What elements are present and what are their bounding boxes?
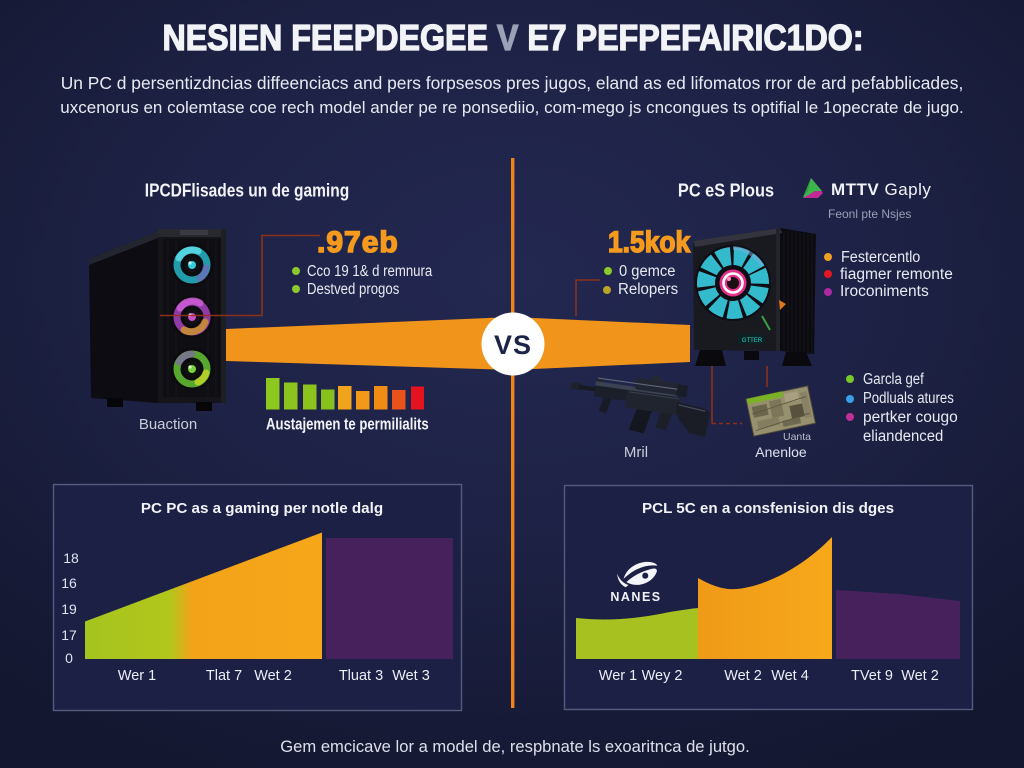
svg-text:GTTER: GTTER — [742, 338, 763, 344]
svg-text:VS: VS — [494, 330, 532, 360]
